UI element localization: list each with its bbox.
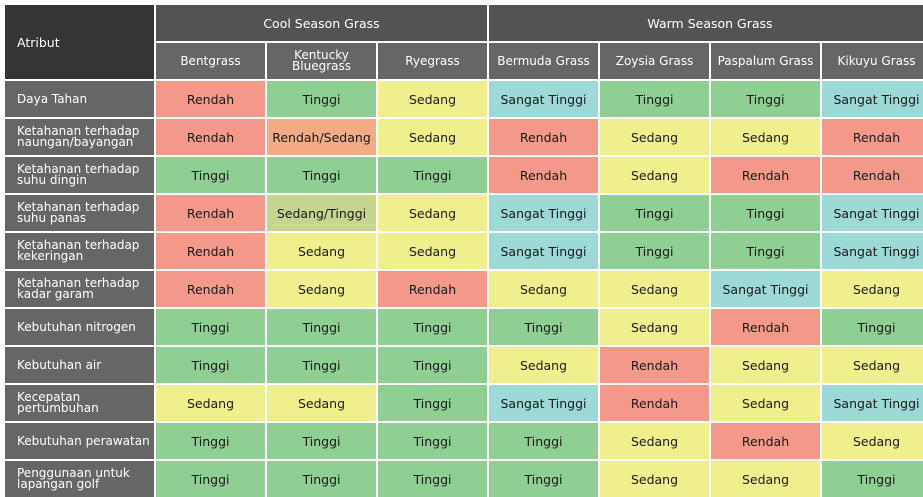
- rating-cell: Tinggi: [711, 195, 820, 231]
- rating-cell: Tinggi: [156, 309, 265, 345]
- rating-cell: Rendah: [156, 271, 265, 307]
- rating-cell: Tinggi: [822, 309, 923, 345]
- rating-cell: Rendah: [711, 157, 820, 193]
- rating-cell: Tinggi: [267, 81, 376, 117]
- rating-cell: Tinggi: [267, 309, 376, 345]
- rating-cell: Rendah: [600, 385, 709, 421]
- rating-cell: Sangat Tinggi: [822, 233, 923, 269]
- rating-cell: Sedang: [711, 461, 820, 497]
- rating-cell: Tinggi: [267, 157, 376, 193]
- rating-cell: Tinggi: [267, 347, 376, 383]
- column-header-paspalum-grass: Paspalum Grass: [711, 43, 820, 79]
- rating-cell: Tinggi: [378, 423, 487, 459]
- rating-cell: Sedang: [378, 119, 487, 155]
- rating-cell: Sedang: [489, 271, 598, 307]
- rating-cell: Sedang: [711, 347, 820, 383]
- rating-cell: Sedang: [600, 461, 709, 497]
- rating-cell: Tinggi: [600, 81, 709, 117]
- rating-cell: Tinggi: [378, 309, 487, 345]
- column-header-zoysia-grass: Zoysia Grass: [600, 43, 709, 79]
- row-label: Ketahanan terhadap kekeringan: [5, 233, 154, 269]
- row-label: Ketahanan terhadap suhu dingin: [5, 157, 154, 193]
- rating-cell: Rendah: [156, 81, 265, 117]
- row-label: Penggunaan untuk lapangan golf: [5, 461, 154, 497]
- rating-cell: Sangat Tinggi: [489, 233, 598, 269]
- rating-cell: Sedang: [156, 385, 265, 421]
- rating-cell: Tinggi: [156, 347, 265, 383]
- rating-cell: Sedang: [267, 385, 376, 421]
- rating-cell: Sedang: [378, 195, 487, 231]
- rating-cell: Rendah: [822, 157, 923, 193]
- rating-cell: Sedang: [711, 119, 820, 155]
- row-label: Daya Tahan: [5, 81, 154, 117]
- rating-cell: Rendah: [489, 119, 598, 155]
- rating-cell: Tinggi: [156, 157, 265, 193]
- rating-cell: Sangat Tinggi: [822, 81, 923, 117]
- rating-cell: Rendah: [156, 195, 265, 231]
- rating-cell: Tinggi: [711, 233, 820, 269]
- rating-cell: Sedang: [600, 271, 709, 307]
- rating-cell: Sedang: [378, 233, 487, 269]
- rating-cell: Sedang: [822, 423, 923, 459]
- rating-cell: Tinggi: [489, 309, 598, 345]
- rating-cell: Sangat Tinggi: [489, 81, 598, 117]
- rating-cell: Sedang: [822, 271, 923, 307]
- rating-cell: Rendah: [600, 347, 709, 383]
- rating-cell: Sedang: [600, 119, 709, 155]
- rating-cell: Sedang: [378, 81, 487, 117]
- rating-cell: Tinggi: [267, 461, 376, 497]
- rating-cell: Tinggi: [600, 195, 709, 231]
- rating-cell: Rendah: [156, 119, 265, 155]
- rating-cell: Sangat Tinggi: [822, 195, 923, 231]
- rating-cell: Sedang: [600, 309, 709, 345]
- rating-cell: Tinggi: [267, 423, 376, 459]
- column-header-bermuda-grass: Bermuda Grass: [489, 43, 598, 79]
- row-label: Kebutuhan perawatan: [5, 423, 154, 459]
- rating-cell: Sedang: [600, 157, 709, 193]
- rating-cell: Sedang: [822, 347, 923, 383]
- row-label: Kebutuhan nitrogen: [5, 309, 154, 345]
- rating-cell: Sedang: [267, 271, 376, 307]
- rating-cell: Tinggi: [378, 157, 487, 193]
- rating-cell: Tinggi: [711, 81, 820, 117]
- rating-cell: Tinggi: [489, 423, 598, 459]
- rating-cell: Tinggi: [489, 461, 598, 497]
- rating-cell: Rendah: [156, 233, 265, 269]
- rating-cell: Sedang/Tinggi: [267, 195, 376, 231]
- rating-cell: Sedang: [489, 347, 598, 383]
- rating-cell: Tinggi: [378, 461, 487, 497]
- rating-cell: Tinggi: [156, 423, 265, 459]
- row-label: Ketahanan terhadap naungan/bayangan: [5, 119, 154, 155]
- rating-cell: Tinggi: [156, 461, 265, 497]
- column-header-ryegrass: Ryegrass: [378, 43, 487, 79]
- column-header-kikuyu-grass: Kikuyu Grass: [822, 43, 923, 79]
- rating-cell: Tinggi: [378, 347, 487, 383]
- rating-cell: Sangat Tinggi: [489, 385, 598, 421]
- rating-cell: Sedang: [711, 385, 820, 421]
- rating-cell: Sangat Tinggi: [822, 385, 923, 421]
- attribute-header: Atribut: [5, 5, 154, 79]
- row-label: Kebutuhan air: [5, 347, 154, 383]
- rating-cell: Sangat Tinggi: [711, 271, 820, 307]
- column-header-kentucky-bluegrass: Kentucky Bluegrass: [267, 43, 376, 79]
- column-header-bentgrass: Bentgrass: [156, 43, 265, 79]
- rating-cell: Rendah/Sedang: [267, 119, 376, 155]
- group-header-warm-season: Warm Season Grass: [489, 5, 923, 41]
- grass-comparison-table: Atribut Cool Season Grass Warm Season Gr…: [5, 5, 923, 497]
- row-label: Ketahanan terhadap kadar garam: [5, 271, 154, 307]
- rating-cell: Tinggi: [600, 233, 709, 269]
- rating-cell: Sangat Tinggi: [489, 195, 598, 231]
- rating-cell: Rendah: [711, 423, 820, 459]
- group-header-cool-season: Cool Season Grass: [156, 5, 487, 41]
- rating-cell: Tinggi: [378, 385, 487, 421]
- rating-cell: Rendah: [489, 157, 598, 193]
- rating-cell: Tinggi: [822, 461, 923, 497]
- row-label: Kecepatan pertumbuhan: [5, 385, 154, 421]
- rating-cell: Sedang: [600, 423, 709, 459]
- rating-cell: Rendah: [711, 309, 820, 345]
- rating-cell: Rendah: [378, 271, 487, 307]
- rating-cell: Rendah: [822, 119, 923, 155]
- row-label: Ketahanan terhadap suhu panas: [5, 195, 154, 231]
- rating-cell: Sedang: [267, 233, 376, 269]
